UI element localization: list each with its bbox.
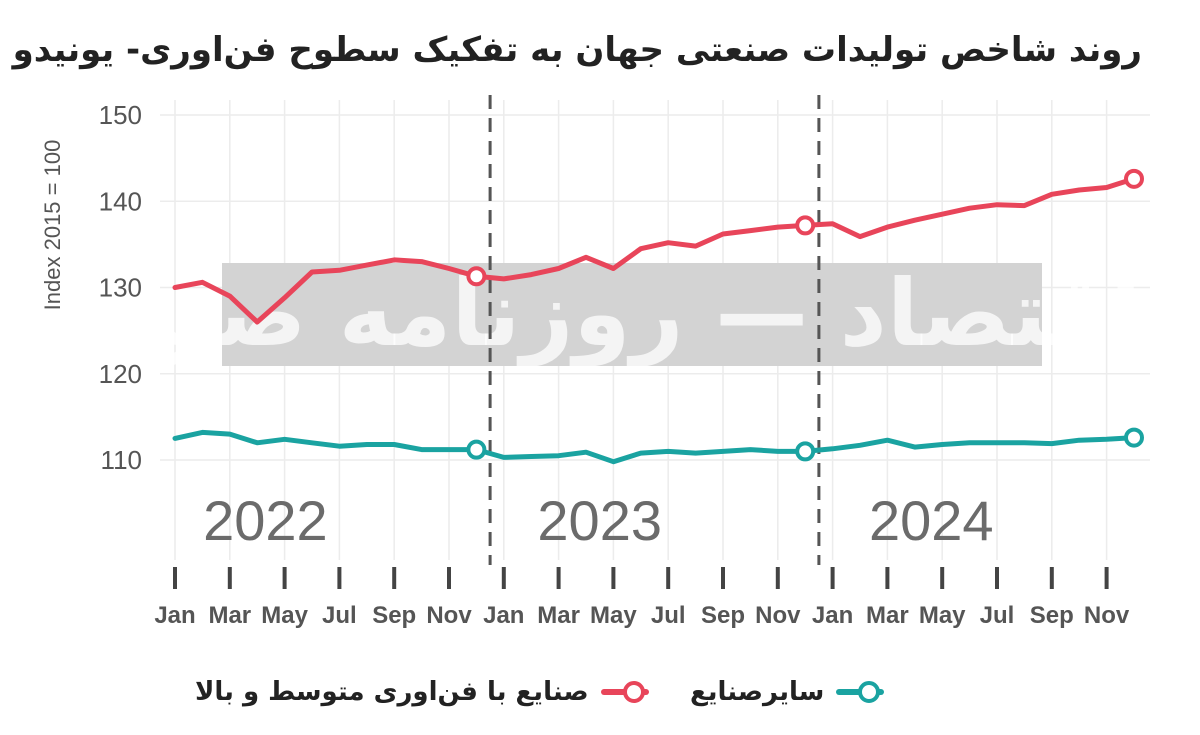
chart-title: روند شاخص تولیدات صنعتی جهان به تفکیک سط… [12, 30, 1142, 70]
y-tick-label: 120 [99, 359, 142, 389]
watermark-band [222, 263, 1042, 366]
legend-swatch-other-industries [836, 681, 885, 703]
x-tick-label: Nov [426, 602, 472, 629]
year-label: 2022 [203, 489, 328, 552]
legend-item-high-tech: صنایع با فن‌اوری متوسط و بالا [195, 672, 649, 712]
year-label: 2024 [869, 489, 994, 552]
series-marker-other-industries [795, 441, 816, 462]
x-tick-label: Nov [755, 602, 801, 629]
series-marker-high-tech [466, 266, 487, 287]
x-tick-label: Sep [701, 602, 745, 629]
x-tick-label: Mar [208, 602, 251, 629]
watermark-text: دنیای اقتصاد — روزنامه صبح ایران [0, 260, 1200, 368]
x-tick-label: Jul [651, 602, 686, 629]
series-marker-other-industries [1124, 427, 1144, 448]
x-tick-label: May [590, 602, 637, 629]
x-tick-label: Jan [812, 602, 853, 629]
x-tick-label: May [919, 602, 966, 629]
series-line-other-industries [172, 429, 1137, 465]
y-tick-label: 150 [99, 100, 142, 130]
series-marker-other-industries [466, 439, 487, 460]
y-tick-label: 130 [99, 273, 142, 303]
legend-item-other-industries: سایرصنایع [690, 672, 885, 712]
x-tick-label: Sep [372, 602, 416, 629]
x-tick-label: Jan [483, 602, 524, 629]
series-line-high-tech [172, 176, 1137, 325]
legend-swatch-high-tech [600, 681, 649, 703]
x-tick-label: Mar [537, 602, 580, 629]
x-tick-label: Jul [980, 602, 1015, 629]
legend-label-high-tech: صنایع با فن‌اوری متوسط و بالا [195, 677, 589, 707]
series-marker-high-tech [795, 215, 816, 236]
series-marker-high-tech [1124, 168, 1144, 189]
y-tick-label: 110 [101, 445, 142, 475]
year-label: 2023 [537, 489, 662, 552]
y-tick-label: 140 [99, 186, 142, 216]
x-tick-label: Nov [1084, 602, 1130, 629]
x-tick-label: May [261, 602, 308, 629]
x-tick-label: Mar [866, 602, 909, 629]
x-tick-label: Jul [322, 602, 357, 629]
x-tick-label: Sep [1030, 602, 1074, 629]
legend-label-other-industries: سایرصنایع [690, 677, 825, 707]
x-tick-label: Jan [154, 602, 195, 629]
y-axis-label: Index 2015 = 100 [40, 140, 65, 311]
